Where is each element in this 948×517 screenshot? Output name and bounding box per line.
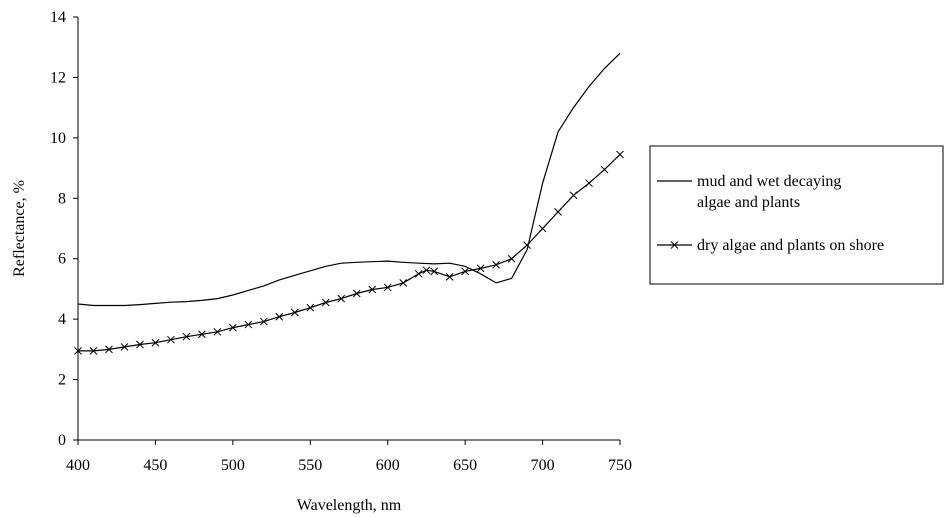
data-point-marker: [306, 303, 315, 312]
data-point-marker: [445, 272, 454, 281]
data-point-marker: [167, 335, 175, 344]
y-axis-title: Reflectance, %: [11, 180, 28, 277]
data-point-marker: [554, 208, 562, 216]
data-point-marker: [74, 347, 82, 355]
legend-marker-series-2: [670, 241, 679, 249]
data-point-marker: [492, 260, 500, 269]
data-point-marker: [430, 267, 439, 276]
data-point-marker: [600, 165, 609, 174]
series-2: [74, 150, 624, 355]
data-point-marker: [151, 338, 160, 347]
data-point-marker: [368, 285, 377, 294]
data-point-marker: [198, 330, 206, 339]
x-tick-label: 650: [453, 457, 477, 474]
data-point-marker: [337, 294, 346, 303]
y-tick-label: 0: [58, 432, 66, 449]
data-point-marker: [120, 343, 129, 351]
data-point-marker: [105, 345, 113, 354]
legend: mud and wet decaying algae and plants dry …: [649, 145, 944, 285]
data-point-marker: [399, 279, 408, 287]
data-point-marker: [414, 269, 423, 278]
data-point-marker: [476, 264, 485, 273]
y-tick-label: 4: [58, 311, 66, 328]
series-1: [77, 52, 621, 307]
x-tick-label: 550: [298, 457, 322, 474]
data-point-marker: [182, 332, 191, 341]
series-line: [77, 52, 621, 307]
data-point-marker: [383, 283, 392, 292]
x-tick-label: 750: [608, 457, 632, 474]
data-point-marker: [352, 289, 361, 298]
y-axis: 0 2 4 6 8 10 12 14: [50, 9, 78, 449]
y-tick-label: 12: [50, 69, 66, 86]
data-point-marker: [569, 191, 578, 200]
x-axis-title: Wavelength, nm: [297, 497, 402, 514]
data-point-marker: [89, 347, 98, 355]
data-point-marker: [136, 340, 144, 349]
data-point-marker: [507, 254, 516, 263]
x-tick-label: 700: [531, 457, 555, 474]
data-point-marker: [538, 224, 547, 233]
x-tick-label: 400: [66, 457, 90, 474]
data-point-marker: [321, 298, 330, 307]
y-tick-label: 2: [58, 372, 66, 389]
series-layer: [74, 52, 624, 355]
legend-label-series-2: dry algae and plants on shore: [697, 237, 884, 254]
data-point-marker: [422, 266, 431, 275]
x-tick-label: 450: [143, 457, 167, 474]
y-tick-label: 8: [58, 190, 66, 207]
data-point-marker: [290, 308, 299, 317]
legend-label-series-1: mud and wet decaying algae and plants: [697, 173, 841, 211]
x-axis: 400 450 500 550 600 650 700 750: [66, 440, 632, 474]
data-point-marker: [585, 179, 593, 188]
y-tick-label: 10: [50, 130, 66, 147]
legend-box: [649, 145, 944, 285]
data-point-marker: [275, 312, 284, 321]
data-point-marker: [259, 317, 268, 326]
data-point-marker: [616, 150, 624, 159]
plot-area: [77, 17, 620, 441]
data-point-marker: [244, 320, 253, 329]
data-point-marker: [229, 323, 237, 332]
data-point-marker: [523, 241, 531, 249]
data-point-marker: [213, 327, 222, 336]
data-point-marker: [461, 267, 469, 276]
x-tick-label: 600: [376, 457, 400, 474]
y-tick-label: 6: [58, 251, 66, 268]
series-line: [78, 154, 621, 352]
y-tick-label: 14: [50, 9, 66, 26]
x-tick-label: 500: [221, 457, 245, 474]
